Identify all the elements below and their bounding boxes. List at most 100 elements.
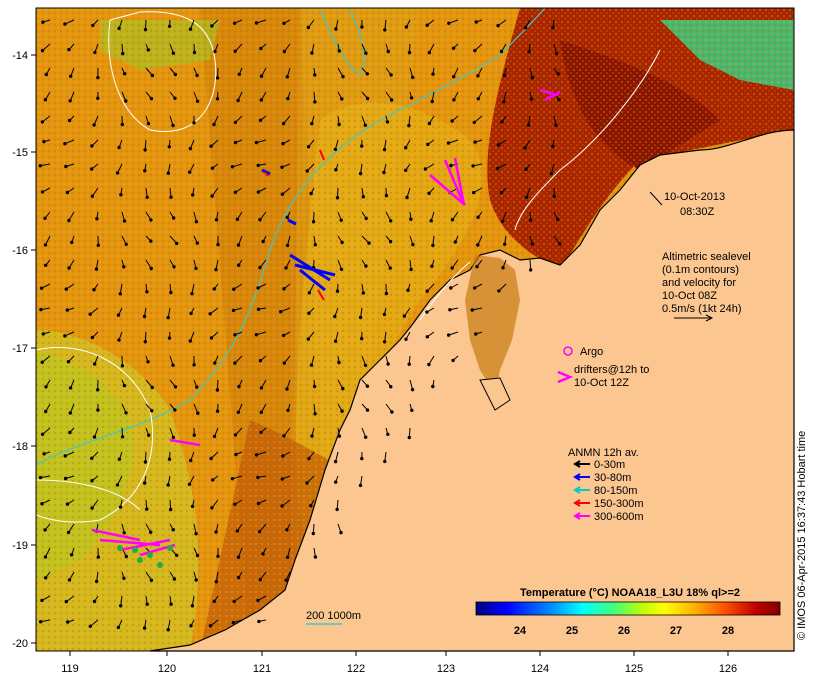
velocity-arrow-head <box>389 98 394 102</box>
velocity-arrows <box>38 19 562 632</box>
velocity-arrow-head <box>237 72 242 77</box>
velocity-arrow-head <box>285 215 289 220</box>
velocity-arrow-head <box>167 24 172 28</box>
velocity-arrow-head <box>358 315 363 320</box>
anmn-legend-item: 300-600m <box>573 511 644 523</box>
velocity-arrow-head <box>40 120 45 124</box>
velocity-arrow-head <box>476 215 480 220</box>
velocity-arrow-head <box>236 243 241 247</box>
velocity-arrow-head <box>94 579 99 584</box>
velocity-arrow-head <box>149 218 153 222</box>
velocity-arrow-head <box>529 268 533 272</box>
velocity-arrow-head <box>195 99 200 104</box>
velocity-arrow-head <box>166 483 170 487</box>
velocity-arrow-head <box>64 599 69 604</box>
velocity-arrow-head <box>93 50 97 55</box>
velocity-arrow-head <box>446 333 451 337</box>
velocity-arrow-head <box>96 75 100 80</box>
velocity-arrow-head <box>259 430 263 434</box>
velocity-arrow-head <box>94 267 99 271</box>
velocity-arrow-head <box>500 219 505 224</box>
velocity-arrow-head <box>364 216 368 221</box>
velocity-arrow-head <box>404 168 408 173</box>
velocity-arrow-head <box>411 242 415 247</box>
velocity-arrow-head <box>118 292 123 296</box>
velocity-arrow-head <box>143 169 147 173</box>
land-australia <box>149 129 795 652</box>
velocity-arrow-head <box>92 123 96 127</box>
velocity-arrow-head <box>281 454 285 458</box>
velocity-arrow-head <box>311 220 316 224</box>
velocity-arrow-head <box>335 289 340 293</box>
velocity-arrow-head <box>363 123 367 127</box>
velocity-arrow-head <box>39 286 44 290</box>
velocity-arrow-head <box>70 240 74 245</box>
lon-tick: 121 <box>253 663 271 675</box>
velocity-arrow-head <box>404 146 408 150</box>
velocity-arrow-head <box>333 314 337 319</box>
velocity-arrow-head <box>147 433 151 437</box>
velocity-arrow-head <box>236 555 241 559</box>
sealevel-contours <box>35 11 661 523</box>
velocity-arrow-head <box>173 96 177 101</box>
velocity-arrow-head <box>305 169 309 173</box>
velocity-arrow-head <box>67 218 71 223</box>
colorbar-tick: 24 <box>514 625 527 637</box>
velocity-arrow-head <box>556 217 560 222</box>
velocity-arrow-head <box>473 140 477 144</box>
velocity-arrow-head <box>524 195 529 200</box>
velocity-arrow-head <box>258 265 262 270</box>
velocity-arrow-head <box>117 457 122 461</box>
velocity-arrow-head <box>452 98 456 102</box>
velocity-arrow-head <box>282 287 286 291</box>
velocity-arrow-head <box>335 507 339 512</box>
lat-tick: -16 <box>12 245 28 257</box>
lon-axis: 119 120 121 122 123 124 125 126 <box>61 651 737 675</box>
anmn-legend-item: 80-150m <box>573 485 637 497</box>
velocity-arrow-head <box>90 456 94 460</box>
velocity-arrow-head <box>407 362 411 366</box>
velocity-arrow-head <box>67 118 72 123</box>
velocity-arrow-head <box>63 142 67 146</box>
velocity-arrow-head <box>280 192 285 196</box>
velocity-arrow-head <box>365 384 370 388</box>
velocity-arrow-head <box>69 74 73 79</box>
velocity-arrow-head <box>285 75 289 79</box>
velocity-arrow-head <box>167 336 172 340</box>
velocity-arrow-head <box>402 314 407 318</box>
velocity-arrow-head <box>92 435 97 439</box>
velocity-arrow-head <box>313 100 317 104</box>
velocity-arrow-head <box>360 25 364 29</box>
velocity-arrow-head <box>409 267 413 272</box>
velocity-arrow-head <box>146 121 151 126</box>
velocity-arrow-head <box>171 363 175 367</box>
drifters-label: drifters@12h to <box>574 364 649 376</box>
velocity-arrow-head <box>385 120 390 124</box>
velocity-arrow-head <box>363 363 368 367</box>
velocity-arrow-head <box>476 74 480 78</box>
velocity-arrow-head <box>495 166 500 171</box>
velocity-arrow-head <box>259 74 264 78</box>
velocity-arrow-head <box>208 624 213 628</box>
velocity-arrow-head <box>232 599 236 604</box>
velocity-arrow-head <box>340 240 344 245</box>
velocity-arrow-head <box>360 336 364 341</box>
velocity-arrow-head <box>124 99 128 103</box>
velocity-arrow-head <box>118 505 123 509</box>
velocity-arrow-head <box>335 196 340 200</box>
velocity-arrow-head <box>194 266 198 271</box>
velocity-arrow-head <box>171 123 175 128</box>
velocity-arrow-head <box>40 190 45 194</box>
velocity-arrow-head <box>475 264 479 269</box>
velocity-arrow-head <box>171 435 176 440</box>
velocity-arrow-head <box>44 72 48 77</box>
velocity-arrow-head <box>67 47 71 52</box>
velocity-arrow-head <box>173 72 178 77</box>
velocity-arrow-head <box>411 75 415 80</box>
velocity-arrow-head <box>365 96 370 101</box>
velocity-arrow-head <box>386 432 390 436</box>
velocity-arrow-head <box>430 99 434 104</box>
velocity-arrow-head <box>167 457 172 461</box>
velocity-arrow-head <box>425 310 429 314</box>
velocity-arrow-head <box>63 476 68 481</box>
